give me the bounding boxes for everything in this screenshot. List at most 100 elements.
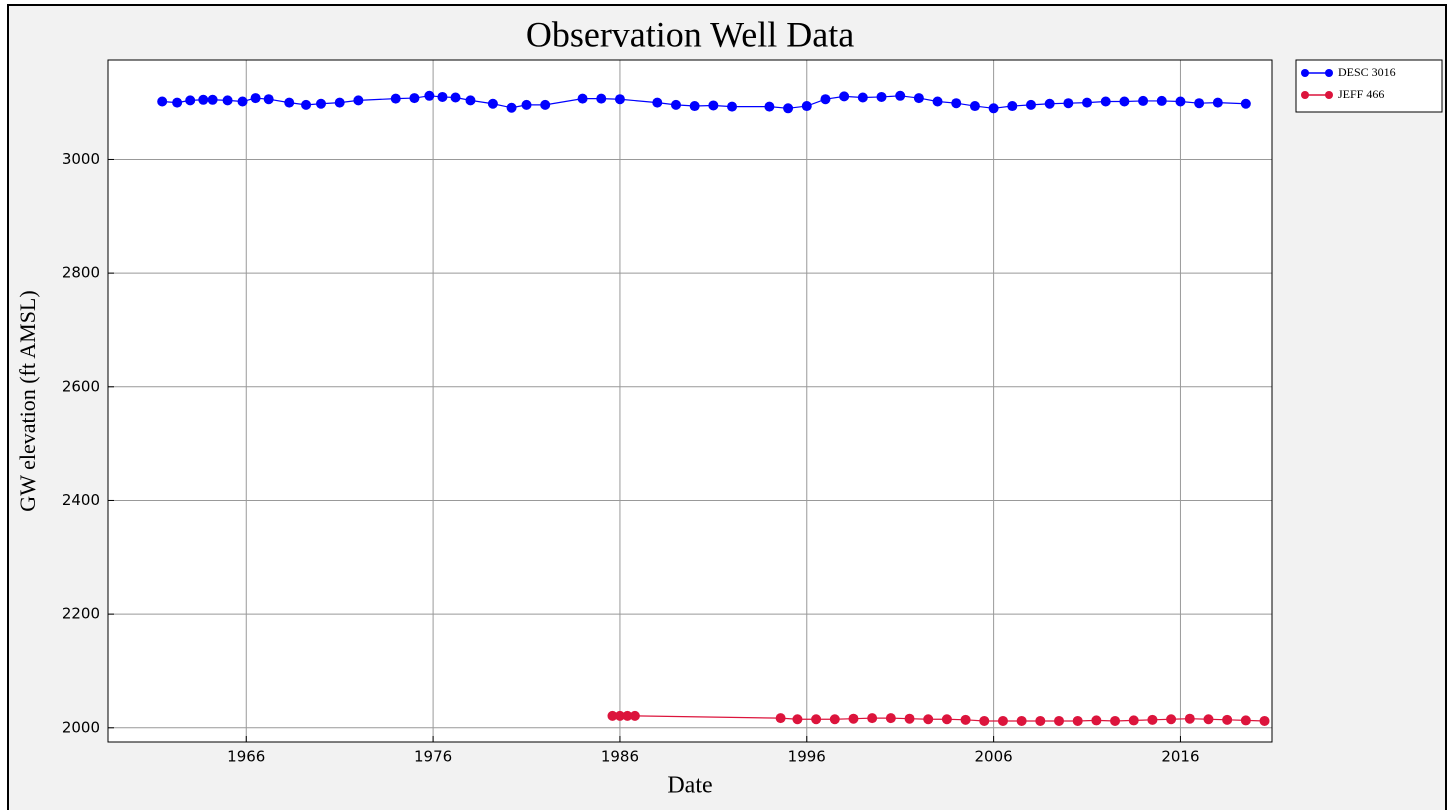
data-point xyxy=(1044,98,1055,109)
data-point xyxy=(895,90,906,101)
data-point xyxy=(1156,95,1167,106)
grid: 1966 1976 1986 1996 2006 2016 2000 2200 2400 2600… xyxy=(62,60,1272,766)
data-point xyxy=(839,91,850,102)
data-point xyxy=(614,94,625,105)
legend-marker xyxy=(1301,69,1309,77)
legend-marker xyxy=(1325,91,1333,99)
data-point xyxy=(353,95,364,106)
plot-frame xyxy=(107,59,1273,743)
data-point xyxy=(1025,99,1036,110)
legend: DESC 3016 JEFF 466 xyxy=(1295,59,1443,113)
data-point xyxy=(506,102,517,113)
data-point xyxy=(424,90,435,101)
legend-marker xyxy=(1301,91,1309,99)
data-point xyxy=(390,93,401,104)
y-tick-label: 2200 xyxy=(62,605,100,623)
data-point xyxy=(913,93,924,104)
data-point xyxy=(792,714,803,725)
data-point xyxy=(1240,98,1251,109)
x-tick-label: 2016 xyxy=(1161,748,1199,766)
data-point xyxy=(1184,713,1195,724)
data-point xyxy=(207,94,218,105)
data-point xyxy=(1259,715,1270,726)
data-point xyxy=(951,98,962,109)
marks xyxy=(157,90,1270,726)
data-point xyxy=(284,97,295,108)
data-point xyxy=(979,715,990,726)
data-point xyxy=(1175,96,1186,107)
x-tick-label: 1976 xyxy=(414,748,452,766)
data-point xyxy=(1203,714,1214,725)
data-point xyxy=(1054,715,1065,726)
data-point xyxy=(923,714,934,725)
data-point xyxy=(1128,715,1139,726)
data-point xyxy=(185,95,196,106)
data-point xyxy=(801,101,812,112)
legend-label: JEFF 466 xyxy=(1338,87,1384,101)
data-point xyxy=(960,714,971,725)
legend-box xyxy=(1295,59,1443,113)
data-point xyxy=(301,99,312,110)
y-tick-label: 2800 xyxy=(62,264,100,282)
data-point xyxy=(334,97,345,108)
x-axis-label: Date xyxy=(667,773,712,799)
data-point xyxy=(941,714,952,725)
data-point xyxy=(614,710,625,721)
data-point xyxy=(997,715,1008,726)
data-point xyxy=(932,96,943,107)
data-point xyxy=(596,93,607,104)
x-tick-label: 1996 xyxy=(788,748,826,766)
data-point xyxy=(820,94,831,105)
data-point xyxy=(263,94,274,105)
data-point xyxy=(437,91,448,102)
plot-area xyxy=(108,60,1272,742)
data-point xyxy=(1091,715,1102,726)
y-tick-label: 2600 xyxy=(62,377,100,395)
data-point xyxy=(487,98,498,109)
data-point xyxy=(465,95,476,106)
data-point xyxy=(540,99,551,110)
data-point xyxy=(885,713,896,724)
legend-label: DESC 3016 xyxy=(1338,65,1396,79)
y-tick-label: 3000 xyxy=(62,150,100,168)
data-point xyxy=(409,93,420,104)
data-point xyxy=(811,714,822,725)
data-point xyxy=(857,92,868,103)
data-point xyxy=(1016,715,1027,726)
data-point xyxy=(521,99,532,110)
data-point xyxy=(1166,714,1177,725)
data-point xyxy=(1007,101,1018,112)
data-point xyxy=(867,713,878,724)
y-tick-label: 2400 xyxy=(62,491,100,509)
data-point xyxy=(237,96,248,107)
data-point xyxy=(783,103,794,114)
series-line xyxy=(162,95,1246,109)
data-point xyxy=(988,103,999,114)
data-point xyxy=(689,101,700,112)
data-point xyxy=(1082,97,1093,108)
data-point xyxy=(775,713,786,724)
data-point xyxy=(670,99,681,110)
data-point xyxy=(764,101,775,112)
data-point xyxy=(1063,98,1074,109)
data-point xyxy=(172,97,183,108)
x-tick-label: 2006 xyxy=(975,748,1013,766)
data-point xyxy=(1138,95,1149,106)
data-point xyxy=(1147,714,1158,725)
data-point xyxy=(829,714,840,725)
data-point xyxy=(848,713,859,724)
data-point xyxy=(198,94,209,105)
data-point xyxy=(1100,96,1111,107)
data-point xyxy=(622,710,633,721)
data-point xyxy=(1194,98,1205,109)
data-point xyxy=(1119,96,1130,107)
x-tick-label: 1986 xyxy=(601,748,639,766)
data-point xyxy=(222,95,233,106)
data-point xyxy=(652,97,663,108)
y-tick-label: 2000 xyxy=(62,718,100,736)
chart-title: Observation Well Data xyxy=(526,14,854,54)
data-point xyxy=(577,93,588,104)
data-point xyxy=(315,98,326,109)
